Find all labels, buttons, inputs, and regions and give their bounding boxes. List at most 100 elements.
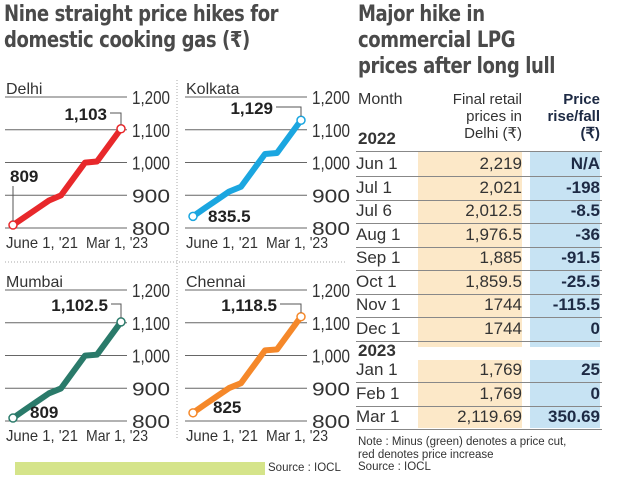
leader-line: [110, 112, 122, 125]
cell-change: 25: [581, 360, 600, 379]
data-point: [296, 311, 306, 322]
series-line: [191, 118, 304, 219]
y-tick-label: 900: [132, 186, 170, 206]
cell-price: 1,769: [479, 383, 522, 403]
note-line: Note : Minus (green) denotes a price cut…: [358, 436, 567, 448]
y-tick-label: 800: [132, 219, 170, 239]
x-tick-label: June 1, '21: [6, 428, 78, 445]
data-point: [188, 408, 198, 418]
cell-change: 0: [590, 383, 600, 403]
change-column-bg: [530, 152, 600, 347]
table-row: Nov 1 1744 -115.5: [356, 293, 602, 318]
cell-month: Aug 1: [356, 224, 401, 244]
cell-change: -198: [565, 177, 600, 197]
header-month: Month: [358, 91, 403, 108]
left-title-line: Nine straight price hikes for: [4, 2, 279, 27]
source-bar: [15, 462, 265, 475]
x-tick-label: Mar 1, '23: [266, 235, 328, 252]
chart-title: Delhi: [6, 81, 42, 98]
data-point: [116, 124, 126, 134]
cell-month: Feb 1: [356, 383, 400, 403]
cell-price: 1,769: [479, 360, 522, 379]
cell-month: Mar 1: [356, 407, 400, 426]
cell-month: Jun 1: [356, 154, 398, 173]
table-row: Jun 1 2,219 N/A: [356, 152, 602, 177]
y-tick-label: 900: [312, 379, 350, 399]
cell-price: 1744: [484, 318, 522, 338]
start-value-label: 809: [10, 167, 38, 186]
right-title-line: commercial LPG: [358, 28, 516, 53]
cell-month: Dec 1: [356, 318, 401, 338]
y-tick-label: 1,200: [132, 281, 170, 301]
header-change-line: (₹): [580, 125, 600, 142]
left-title-line: domestic cooking gas (₹): [4, 28, 250, 53]
cell-month: Sep 1: [356, 248, 401, 267]
cell-price: 1,976.5: [465, 224, 522, 244]
end-value-label: 1,103: [64, 105, 107, 124]
right-title-line: Major hike in: [358, 2, 485, 27]
note-source: Source : IOCL: [358, 461, 431, 473]
city-line-charts: 800 900 1,000 1,100 1,200 Delhi June 1, '21 Mar…: [5, 80, 350, 445]
table-note: Note : Minus (green) denotes a price cut…: [358, 436, 566, 474]
header-price-line: prices in: [466, 108, 522, 125]
end-value-label: 1,102.5: [51, 296, 108, 315]
cell-price: 1,885: [479, 248, 522, 267]
y-tick-label: 1,200: [132, 88, 170, 108]
chart-title: Kolkata: [186, 81, 239, 98]
chart-title: Chennai: [186, 274, 246, 291]
y-tick-label: 1,100: [132, 314, 170, 334]
cell-month: Jul 1: [356, 177, 392, 197]
leader-line: [276, 106, 302, 117]
start-value-label: 825: [213, 398, 241, 417]
year-label: 2023: [358, 341, 396, 360]
y-tick-label: 1,100: [132, 121, 170, 141]
data-point: [296, 115, 306, 126]
start-value-label: 809: [30, 403, 58, 422]
end-value-label: 1,118.5: [221, 296, 277, 315]
data-point: [116, 317, 126, 327]
left-title: Nine straight price hikes for domestic c…: [4, 2, 279, 54]
y-tick-label: 1,000: [132, 154, 170, 174]
y-tick-label: 1,200: [312, 281, 350, 301]
table-row: Dec 1 1744 0: [356, 317, 602, 342]
price-column-bg: [418, 360, 522, 428]
table-row: Oct 1 1,859.5 -25.5: [356, 270, 602, 295]
y-tick-label: 1,100: [312, 121, 350, 141]
cell-price: 1,859.5: [465, 271, 522, 291]
cell-month: Jul 6: [356, 201, 392, 220]
chart-title: Mumbai: [6, 274, 63, 291]
cell-change: -25.5: [561, 271, 600, 291]
series-line: [11, 126, 124, 228]
y-tick-label: 900: [312, 186, 350, 206]
x-tick-label: June 1, '21: [186, 428, 258, 445]
y-tick-label: 1,200: [312, 88, 350, 108]
x-tick-label: June 1, '21: [6, 235, 78, 252]
table-row: Aug 1 1,976.5 -36: [356, 223, 602, 248]
divider: [356, 151, 602, 152]
x-tick-label: Mar 1, '23: [86, 235, 148, 252]
end-value-label: 1,129: [230, 99, 273, 118]
table-row: Jul 1 2,021 -198: [356, 176, 602, 201]
cell-change: -36: [575, 224, 600, 244]
cell-price: 2,219: [479, 154, 522, 173]
header-price: Final retail prices in Delhi (₹): [453, 91, 522, 142]
year-label: 2022: [358, 129, 396, 148]
note-line: red denotes price increase: [358, 448, 494, 461]
y-tick-label: 800: [132, 412, 170, 432]
cell-month: Jan 1: [356, 360, 398, 379]
table-row: Jul 6 2,012.5 -8.5: [356, 199, 602, 224]
table-row: Sep 1 1,885 -91.5: [356, 246, 602, 271]
cell-price: 2,021: [479, 177, 522, 197]
cell-price: 2,119.69: [457, 407, 522, 426]
y-tick-label: 1,000: [132, 347, 170, 367]
data-point: [188, 211, 198, 222]
cell-change: -115.5: [552, 295, 600, 314]
cell-change: 350.69: [548, 407, 600, 426]
cell-month: Oct 1: [356, 271, 397, 291]
cell-change: N/A: [570, 154, 600, 173]
y-tick-label: 900: [132, 379, 170, 399]
series-line: [191, 314, 304, 416]
header-change-line: rise/fall: [547, 108, 600, 125]
left-source: Source : IOCL: [268, 462, 341, 474]
change-column-bg: [530, 360, 600, 428]
